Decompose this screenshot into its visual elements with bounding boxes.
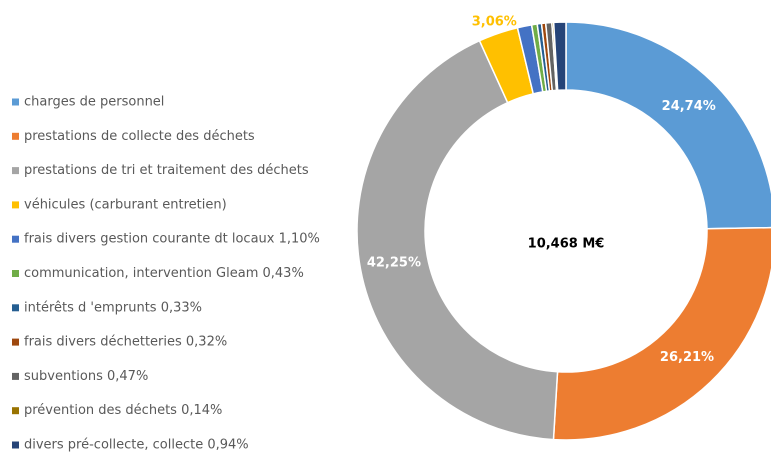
- legend-label: frais divers gestion courante dt locaux …: [24, 232, 320, 247]
- legend-swatch: [12, 98, 19, 106]
- legend-swatch: [12, 407, 19, 415]
- legend-swatch: [12, 132, 19, 140]
- legend-label: subventions 0,47%: [24, 369, 148, 384]
- data-label: 26,21%: [660, 350, 714, 365]
- legend-swatch: [12, 441, 19, 449]
- legend-swatch: [12, 270, 19, 277]
- data-label: 42,25%: [367, 255, 421, 270]
- legend-swatch: [12, 201, 19, 209]
- data-label: 24,74%: [662, 99, 716, 114]
- donut-slice: [552, 226, 771, 441]
- legend-swatch: [12, 235, 19, 243]
- center-label: 10,468 M€: [528, 237, 605, 252]
- legend-swatch: [12, 338, 19, 346]
- legend-swatch: [12, 167, 19, 175]
- data-label: 3,06%: [472, 14, 517, 29]
- legend-label: divers pré-collecte, collecte 0,94%: [24, 438, 249, 453]
- legend-label: charges de personnel: [24, 95, 164, 110]
- donut-slice: [356, 39, 559, 441]
- legend-label: frais divers déchetteries 0,32%: [24, 335, 227, 350]
- legend-label: intérêts d 'emprunts 0,33%: [24, 300, 202, 315]
- donut-slice: [552, 21, 567, 92]
- legend-label: prestations de collecte des déchets: [24, 129, 255, 144]
- legend-label: véhicules (carburant entretien): [24, 197, 227, 212]
- legend-label: prévention des déchets 0,14%: [24, 403, 222, 418]
- legend-label: communication, intervention Gleam 0,43%: [24, 266, 304, 281]
- legend-swatch: [12, 372, 19, 380]
- legend-label: prestations de tri et traitement des déc…: [24, 163, 309, 178]
- donut-slice: [565, 21, 771, 230]
- legend-swatch: [12, 304, 19, 312]
